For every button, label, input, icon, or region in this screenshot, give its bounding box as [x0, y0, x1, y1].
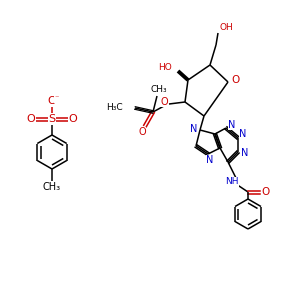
Text: NH: NH [225, 178, 239, 187]
Text: O: O [69, 114, 77, 124]
Text: ⁻: ⁻ [55, 94, 59, 103]
Text: HO: HO [158, 62, 172, 71]
Text: O: O [160, 97, 168, 107]
Text: O: O [27, 114, 35, 124]
Text: N: N [206, 155, 214, 165]
Text: S: S [48, 114, 56, 124]
Text: O: O [48, 96, 56, 106]
Text: O: O [262, 187, 270, 197]
Text: N: N [241, 148, 249, 158]
Text: H₃C: H₃C [106, 103, 123, 112]
Text: N: N [228, 120, 236, 130]
Text: N: N [190, 124, 198, 134]
Text: CH₃: CH₃ [151, 85, 167, 94]
Text: O: O [138, 127, 146, 137]
Text: N: N [239, 129, 247, 139]
Text: CH₃: CH₃ [43, 182, 61, 192]
Text: O: O [232, 75, 240, 85]
Text: OH: OH [219, 22, 233, 32]
